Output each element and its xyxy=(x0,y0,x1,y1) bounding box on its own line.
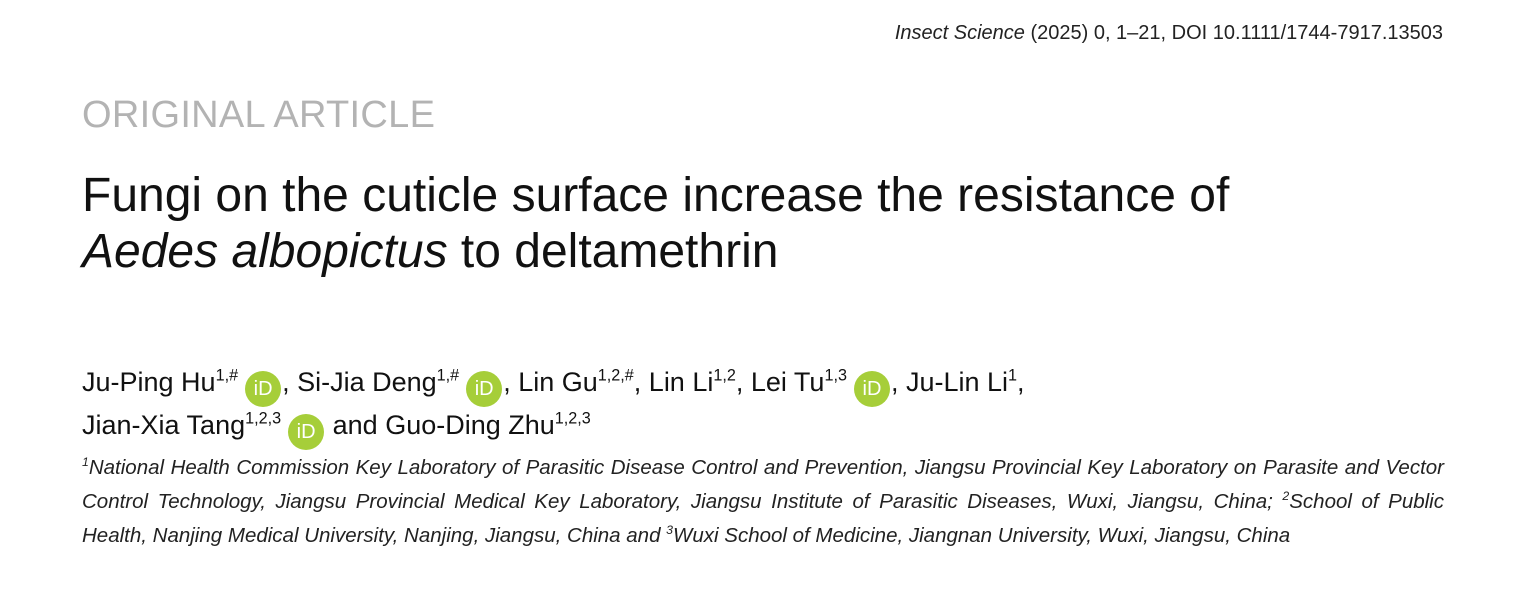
title-species: Aedes albopictus xyxy=(82,225,448,278)
orcid-icon[interactable]: iD xyxy=(466,371,503,407)
affiliation-text: National Health Commission Key Laborator… xyxy=(82,456,1444,513)
author-name: Si-Jia Deng xyxy=(297,367,437,397)
author-name: Lin Gu xyxy=(518,367,598,397)
author-affiliation-marker: 1,# xyxy=(215,366,239,385)
author-name: Lin Li xyxy=(648,367,714,397)
author-name: Guo-Ding Zhu xyxy=(385,410,555,440)
orcid-icon[interactable]: iD xyxy=(853,371,890,407)
author-affiliation-marker: 1,2,3 xyxy=(554,409,591,428)
author-affiliation-marker: 1,2 xyxy=(713,366,736,385)
author-separator: , xyxy=(735,367,751,397)
orcid-icon[interactable]: iD xyxy=(245,371,282,407)
author-name: Ju-Lin Li xyxy=(905,367,1009,397)
author-affiliation-marker: 1 xyxy=(1008,366,1018,385)
author-separator: , xyxy=(282,367,298,397)
author-separator: , xyxy=(890,367,906,397)
title-line-2-rest: to deltamethrin xyxy=(447,225,779,278)
author-separator: and xyxy=(325,410,386,440)
author-affiliation-marker: 1,2,# xyxy=(597,366,634,385)
journal-details: (2025) 0, 1–21, DOI 10.1111/1744-7917.13… xyxy=(1024,22,1443,44)
article-title: Fungi on the cuticle surface increase th… xyxy=(82,168,1229,280)
author-affiliation-marker: 1,# xyxy=(436,366,460,385)
journal-name: Insect Science xyxy=(894,22,1025,44)
title-line-1: Fungi on the cuticle surface increase th… xyxy=(82,169,1230,222)
affiliation-number: 3 xyxy=(666,523,674,538)
affiliation-number: 2 xyxy=(1282,489,1290,504)
author-name: Ju-Ping Hu xyxy=(82,367,216,397)
author-name: Lei Tu xyxy=(750,367,825,397)
author-affiliation-marker: 1,3 xyxy=(824,366,847,385)
author-affiliation-marker: 1,2,3 xyxy=(245,409,282,428)
orcid-icon[interactable]: iD xyxy=(288,414,325,450)
article-type: ORIGINAL ARTICLE xyxy=(82,94,436,136)
journal-citation: Insect Science (2025) 0, 1–21, DOI 10.11… xyxy=(895,22,1443,45)
affiliation-text: School of Public Health, Nanjing Medical… xyxy=(82,490,1444,547)
author-separator: , xyxy=(1017,367,1025,397)
affiliations: 1National Health Commission Key Laborato… xyxy=(82,451,1444,553)
affiliation-text: Wuxi School of Medicine, Jiangnan Univer… xyxy=(673,524,1291,547)
author-separator: , xyxy=(503,367,519,397)
author-list: Ju-Ping Hu1,#iD, Si-Jia Deng1,#iD, Lin G… xyxy=(82,364,1025,450)
author-name: Jian-Xia Tang xyxy=(82,410,246,440)
affiliation-number: 1 xyxy=(82,455,89,470)
author-separator: , xyxy=(633,367,649,397)
